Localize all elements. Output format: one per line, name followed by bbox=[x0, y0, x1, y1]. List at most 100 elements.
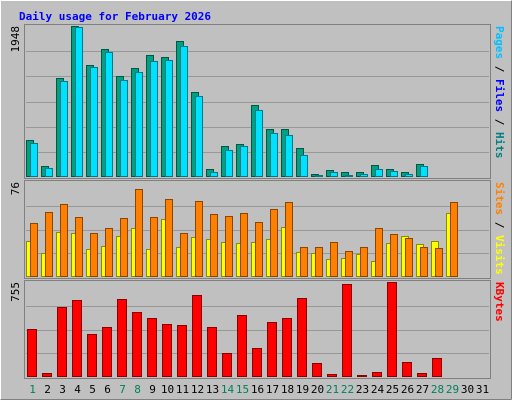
visits-sites-sites-bar bbox=[390, 234, 398, 277]
kbytes-kbytes-bar bbox=[72, 300, 82, 377]
kbytes-kbytes-bar bbox=[387, 282, 397, 377]
day-label-22: 22 bbox=[341, 383, 354, 396]
hits-files-pages-pages-bar bbox=[360, 174, 368, 177]
kbytes-kbytes-bar bbox=[297, 298, 307, 377]
legend-pages-files-hits: Pages / Files / Hits bbox=[493, 26, 506, 159]
hits-files-pages-pages-bar bbox=[165, 60, 173, 177]
hits-files-pages-pages-bar bbox=[240, 146, 248, 177]
visits-sites-sites-bar bbox=[180, 233, 188, 277]
kbytes-kbytes-bar bbox=[357, 375, 367, 377]
visits-sites-sites-bar bbox=[30, 223, 38, 277]
ymax-kbytes: 755 bbox=[9, 282, 22, 302]
kbytes-kbytes-bar bbox=[42, 373, 52, 377]
kbytes-kbytes-bar bbox=[132, 312, 142, 377]
hits-files-pages-pages-bar bbox=[315, 175, 323, 177]
kbytes-kbytes-bar bbox=[342, 284, 352, 377]
visits-sites-sites-bar bbox=[105, 228, 113, 277]
day-label-30: 30 bbox=[461, 383, 474, 396]
visits-sites-sites-bar bbox=[165, 199, 173, 277]
hits-files-pages-pages-bar bbox=[135, 72, 143, 177]
bars bbox=[26, 26, 458, 377]
hits-files-pages-pages-bar bbox=[150, 61, 158, 177]
day-label-1: 1 bbox=[29, 383, 36, 396]
day-label-2: 2 bbox=[44, 383, 51, 396]
visits-sites-sites-bar bbox=[135, 189, 143, 277]
hits-files-pages-pages-bar bbox=[210, 172, 218, 177]
kbytes-kbytes-bar bbox=[402, 362, 412, 377]
legend-part: Visits bbox=[493, 235, 506, 275]
kbytes-kbytes-bar bbox=[327, 374, 337, 377]
kbytes-kbytes-bar bbox=[207, 327, 217, 377]
legend-part: / bbox=[493, 112, 506, 132]
day-label-5: 5 bbox=[89, 383, 96, 396]
ymax-visits: 76 bbox=[9, 182, 22, 195]
day-label-14: 14 bbox=[221, 383, 235, 396]
kbytes-kbytes-bar bbox=[102, 327, 112, 377]
kbytes-kbytes-bar bbox=[282, 318, 292, 377]
kbytes-kbytes-bar bbox=[252, 348, 262, 377]
visits-sites-sites-bar bbox=[435, 248, 443, 277]
visits-sites-sites-bar bbox=[60, 204, 68, 277]
hits-files-pages-pages-bar bbox=[225, 150, 233, 177]
hits-files-pages-pages-bar bbox=[45, 168, 53, 177]
legend-kbytes: KBytes bbox=[493, 282, 506, 322]
legend-part: Sites bbox=[493, 182, 506, 215]
hits-files-pages-pages-bar bbox=[255, 110, 263, 177]
hits-files-pages-pages-bar bbox=[90, 67, 98, 177]
legend-part: Pages bbox=[493, 26, 506, 59]
legend-part: / bbox=[493, 215, 506, 235]
hits-files-pages-pages-bar bbox=[285, 135, 293, 177]
hits-files-pages-pages-bar bbox=[60, 81, 68, 177]
day-label-9: 9 bbox=[149, 383, 156, 396]
day-label-15: 15 bbox=[236, 383, 249, 396]
day-label-11: 11 bbox=[176, 383, 189, 396]
day-label-29: 29 bbox=[446, 383, 459, 396]
visits-sites-sites-bar bbox=[360, 247, 368, 277]
day-labels: 1 2 3 4 5 6 7 8 9 10 11 12 13 14 15 16 17 18 19 20 21 22 23 24 2… bbox=[29, 383, 489, 396]
day-label-7: 7 bbox=[119, 383, 126, 396]
kbytes-kbytes-bar bbox=[267, 322, 277, 377]
hits-files-pages-pages-bar bbox=[330, 172, 338, 177]
hits-files-pages-pages-bar bbox=[420, 166, 428, 177]
visits-sites-sites-bar bbox=[120, 218, 128, 277]
legend-part: Hits bbox=[493, 132, 506, 159]
kbytes-kbytes-bar bbox=[237, 315, 247, 377]
day-label-6: 6 bbox=[104, 383, 111, 396]
day-label-16: 16 bbox=[251, 383, 264, 396]
visits-sites-sites-bar bbox=[330, 242, 338, 277]
visits-sites-sites-bar bbox=[225, 216, 233, 277]
kbytes-kbytes-bar bbox=[117, 299, 127, 377]
day-label-13: 13 bbox=[206, 383, 219, 396]
day-label-21: 21 bbox=[326, 383, 339, 396]
hits-files-pages-pages-bar bbox=[345, 175, 353, 177]
legend-part: Files bbox=[493, 79, 506, 112]
visits-sites-sites-bar bbox=[255, 222, 263, 277]
day-label-3: 3 bbox=[59, 383, 66, 396]
hits-files-pages-pages-bar bbox=[300, 155, 308, 177]
visits-sites-sites-bar bbox=[195, 201, 203, 277]
day-label-17: 17 bbox=[266, 383, 279, 396]
hits-files-pages-pages-bar bbox=[105, 52, 113, 177]
hits-files-pages-pages-bar bbox=[390, 171, 398, 177]
day-label-28: 28 bbox=[431, 383, 444, 396]
day-label-31: 31 bbox=[476, 383, 489, 396]
hits-files-pages-pages-bar bbox=[195, 96, 203, 177]
day-label-20: 20 bbox=[311, 383, 324, 396]
visits-sites-sites-bar bbox=[75, 217, 83, 277]
kbytes-kbytes-bar bbox=[222, 353, 232, 377]
legend-sites-visits: Sites / Visits bbox=[493, 182, 506, 275]
hits-files-pages-pages-bar bbox=[375, 169, 383, 177]
kbytes-kbytes-bar bbox=[192, 295, 202, 377]
hits-files-pages-pages-bar bbox=[75, 27, 83, 177]
day-label-19: 19 bbox=[296, 383, 309, 396]
visits-sites-sites-bar bbox=[315, 247, 323, 277]
kbytes-kbytes-bar bbox=[27, 329, 37, 377]
visits-sites-sites-bar bbox=[150, 217, 158, 277]
kbytes-kbytes-bar bbox=[372, 372, 382, 377]
day-label-25: 25 bbox=[386, 383, 399, 396]
visits-sites-sites-bar bbox=[450, 202, 458, 277]
visits-sites-sites-bar bbox=[45, 212, 53, 277]
day-label-24: 24 bbox=[371, 383, 385, 396]
day-label-4: 4 bbox=[74, 383, 81, 396]
